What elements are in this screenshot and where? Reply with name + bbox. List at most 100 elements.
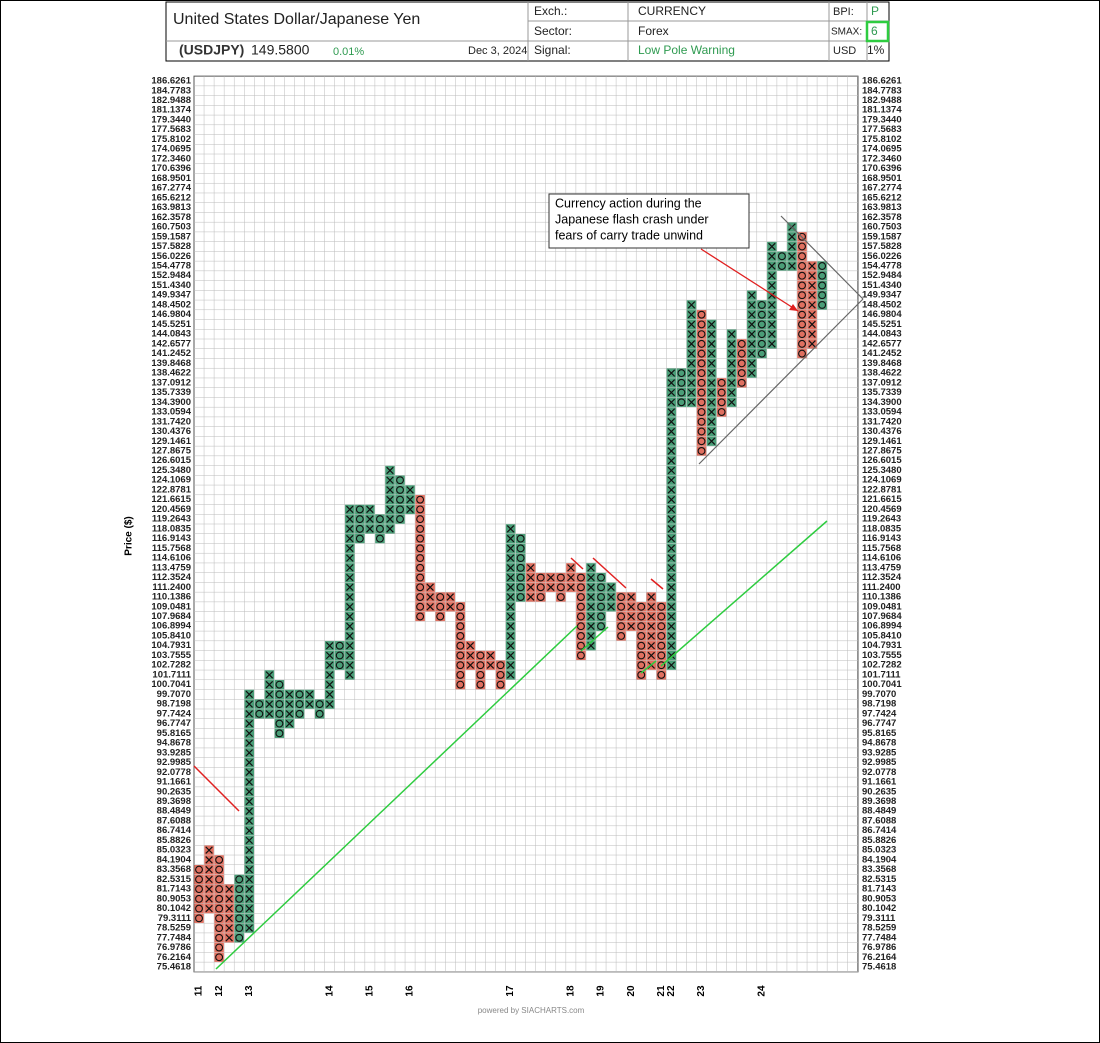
y-tick-label: 118.0835 (152, 523, 192, 534)
o-mark (516, 534, 525, 543)
y-tick-label: 172.3460 (151, 153, 191, 164)
o-mark (697, 427, 706, 436)
o-mark (576, 612, 585, 621)
x-mark (667, 388, 676, 397)
x-mark (386, 525, 394, 533)
o-mark (697, 339, 706, 348)
y-tick-label: 80.9053 (157, 893, 191, 904)
o-mark (396, 505, 404, 514)
x-mark (526, 573, 535, 582)
pf-column (395, 475, 405, 524)
x-mark (506, 525, 515, 533)
pf-column (274, 680, 285, 738)
box (495, 670, 506, 680)
o-mark (637, 651, 646, 660)
o-mark (516, 544, 525, 553)
box (797, 329, 807, 339)
y-tick-label: 139.8468 (862, 358, 902, 369)
box (656, 670, 667, 680)
y-tick-label: 167.2774 (151, 183, 191, 194)
y-tick-label: 96.7747 (157, 718, 191, 729)
x-mark (486, 651, 495, 660)
pf-column (314, 699, 325, 719)
o-mark (597, 602, 605, 611)
box (696, 329, 707, 339)
x-mark (406, 486, 414, 494)
pf-column (425, 582, 435, 612)
box (234, 903, 244, 914)
y-tick-label: 139.8468 (151, 358, 191, 369)
x-mark (587, 612, 595, 621)
y-tick-label: 78.5259 (862, 923, 896, 934)
o-mark (235, 885, 244, 894)
x-mark (506, 612, 515, 621)
o-mark (637, 670, 646, 679)
o-mark (215, 943, 224, 952)
x-mark (205, 856, 213, 864)
y-tick-label: 98.7198 (157, 699, 191, 710)
o-mark (617, 612, 626, 621)
x-mark (587, 632, 595, 640)
box (737, 368, 747, 378)
o-mark (657, 670, 666, 679)
x-mark (687, 340, 696, 348)
box (495, 660, 506, 670)
pf-column (385, 465, 395, 534)
trend-lines (193, 215, 864, 970)
box (455, 641, 466, 651)
y-tick-label: 81.7143 (862, 884, 896, 895)
x-mark (808, 262, 816, 270)
o-mark (737, 339, 746, 348)
y-tick-label: 135.7339 (151, 387, 191, 398)
x-mark (687, 369, 696, 377)
box (234, 933, 244, 943)
o-mark (777, 262, 786, 270)
x-mark (506, 622, 515, 630)
o-mark (697, 408, 706, 416)
box (817, 261, 827, 271)
x-mark (466, 661, 475, 669)
x-mark (667, 641, 676, 650)
pf-column (345, 504, 355, 680)
y-tick-label: 159.1587 (151, 231, 191, 242)
o-mark (657, 661, 666, 670)
box (314, 699, 325, 709)
x-mark (727, 398, 736, 407)
x-mark (808, 301, 816, 309)
x-mark (727, 369, 736, 377)
x-mark (506, 564, 515, 572)
o-mark (195, 865, 203, 874)
x-mark (707, 408, 716, 416)
o-mark (637, 632, 646, 640)
x-mark (506, 544, 515, 553)
o-mark (798, 330, 806, 339)
box (355, 504, 365, 515)
y-tick-label: 93.9285 (862, 747, 897, 758)
y-tick-label: 83.3568 (157, 864, 191, 875)
o-mark (215, 904, 224, 913)
pf-column (194, 865, 204, 923)
x-mark (667, 661, 676, 669)
annotation-line: fears of carry trade unwind (555, 228, 703, 242)
x-mark (245, 904, 253, 913)
box (556, 572, 566, 583)
y-tick-label: 86.7414 (157, 825, 192, 836)
o-mark (235, 924, 244, 933)
box (797, 310, 807, 320)
box (214, 855, 224, 865)
box (214, 865, 224, 875)
o-mark (195, 885, 203, 894)
y-tick-label: 138.4622 (862, 368, 902, 379)
y-tick-label: 168.9501 (151, 173, 191, 184)
y-tick-label: 126.6015 (862, 455, 902, 466)
o-mark (436, 602, 445, 611)
x-mark (426, 593, 434, 601)
y-tick-label: 91.1661 (862, 777, 897, 788)
x-mark (768, 310, 776, 319)
y-tick-label: 84.1904 (862, 854, 897, 865)
box (636, 602, 646, 612)
box (194, 903, 204, 914)
x-mark (225, 924, 233, 932)
y-tick-label: 184.7783 (151, 85, 191, 96)
y-tick-label: 149.9347 (862, 290, 902, 301)
